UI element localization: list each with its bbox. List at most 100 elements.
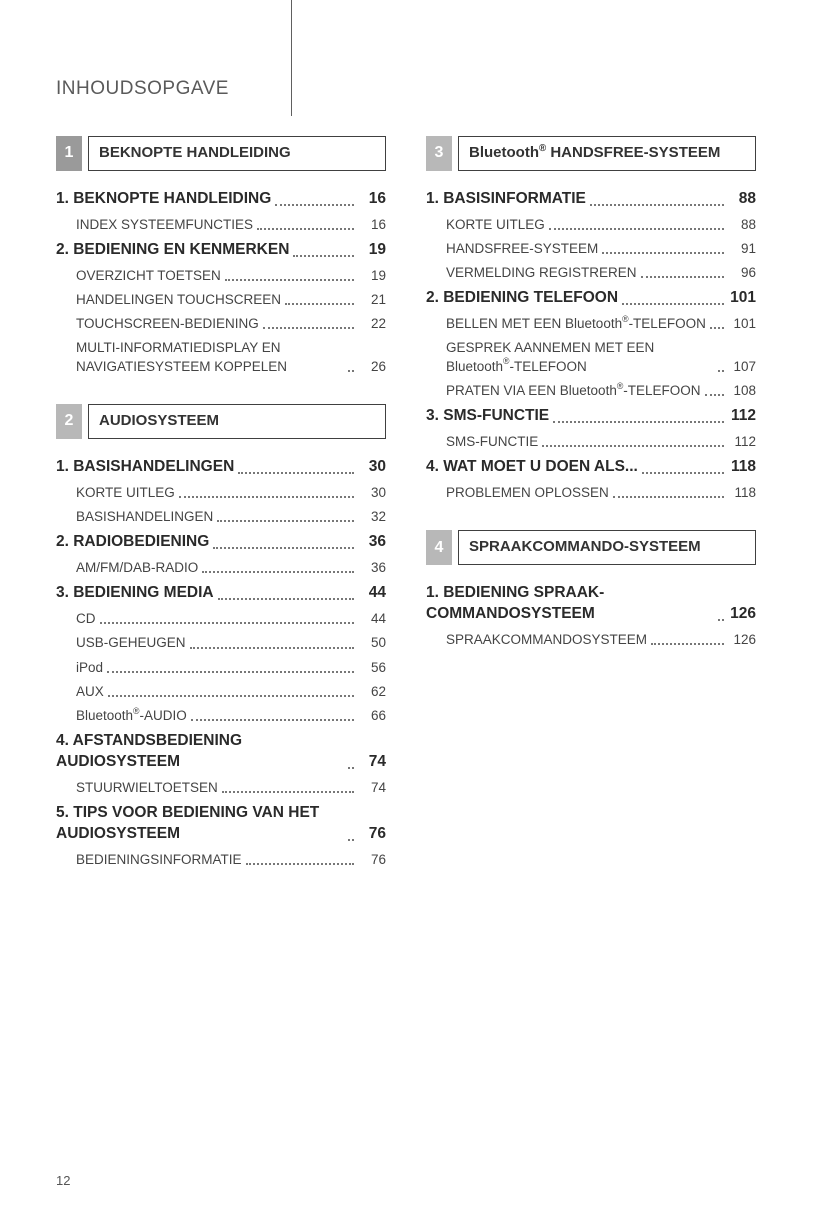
toc-entry: 4. WAT MOET U DOEN ALS... 118 (426, 457, 756, 478)
toc-page: 96 (728, 264, 756, 282)
toc-entry: 5. TIPS VOOR BEDIENING VAN HET AUDIOSYST… (56, 803, 386, 845)
toc-page: 118 (728, 457, 756, 478)
toc-label: 5. TIPS VOOR BEDIENING VAN HET AUDIOSYST… (56, 803, 344, 845)
section-3-entries: 1. BASISINFORMATIE 88KORTE UITLEG88 HANDSF… (426, 189, 756, 503)
toc-entry: SPRAAKCOMMANDOSYSTEEM126 (426, 631, 756, 649)
toc-label: TOUCHSCREEN-BEDIENING (56, 315, 259, 333)
toc-page: 21 (358, 291, 386, 309)
right-column: 3 Bluetooth® HANDSFREE-SYSTEEM 1. BASISI… (426, 136, 756, 875)
toc-label: 2. RADIOBEDIENING (56, 532, 209, 553)
leader-dots (622, 302, 724, 305)
leader-dots (222, 790, 354, 793)
toc-page: 74 (358, 779, 386, 797)
leader-dots (641, 275, 724, 278)
section-title: BEKNOPTE HANDLEIDING (88, 136, 386, 171)
toc-page: 101 (728, 315, 756, 333)
toc-label: SMS-FUNCTIE (426, 433, 538, 451)
toc-page: 44 (358, 610, 386, 628)
leader-dots (190, 646, 354, 649)
toc-page: 76 (358, 824, 386, 845)
toc-page: 26 (358, 358, 386, 376)
toc-page: 126 (728, 604, 756, 625)
leader-dots (542, 444, 724, 447)
toc-page: 19 (358, 267, 386, 285)
toc-label: Bluetooth®-AUDIO (56, 707, 187, 725)
toc-label: CD (56, 610, 96, 628)
leader-dots (705, 393, 724, 396)
section-1-entries: 1. BEKNOPTE HANDLEIDING16 INDEX SYSTEEMFU… (56, 189, 386, 376)
toc-entry: STUURWIELTOETSEN 74 (56, 779, 386, 797)
toc-label: MULTI-INFORMATIEDISPLAY EN NAVIGATIESYST… (56, 339, 344, 375)
leader-dots (257, 227, 354, 230)
section-4-header: 4 SPRAAKCOMMANDO-SYSTEEM (426, 530, 756, 565)
leader-dots (718, 369, 724, 372)
leader-dots (710, 326, 724, 329)
page-title: INHOUDSOPGAVE (56, 78, 229, 100)
toc-entry: 3. SMS-FUNCTIE112 (426, 406, 756, 427)
toc-page: 56 (358, 659, 386, 677)
leader-dots (217, 519, 354, 522)
toc-entry: HANDSFREE-SYSTEEM91 (426, 240, 756, 258)
toc-entry: KORTE UITLEG88 (426, 216, 756, 234)
leader-dots (107, 670, 354, 673)
toc-label: 4. WAT MOET U DOEN ALS... (426, 457, 638, 478)
toc-label: INDEX SYSTEEMFUNCTIES (56, 216, 253, 234)
toc-entry: BELLEN MET EEN Bluetooth®-TELEFOON101 (426, 315, 756, 333)
toc-page: 30 (358, 457, 386, 478)
leader-dots (285, 302, 354, 305)
leader-dots (238, 471, 354, 474)
leader-dots (590, 203, 724, 206)
toc-page: 32 (358, 508, 386, 526)
toc-label: HANDELINGEN TOUCHSCREEN (56, 291, 281, 309)
section-title: SPRAAKCOMMANDO-SYSTEEM (458, 530, 756, 565)
leader-dots (275, 203, 354, 206)
toc-entry: VERMELDING REGISTREREN96 (426, 264, 756, 282)
toc-page: 101 (728, 288, 756, 309)
toc-label: 2. BEDIENING EN KENMERKEN (56, 240, 289, 261)
toc-entry: 1. BEDIENING SPRAAK-COMMANDOSYSTEEM126 (426, 583, 756, 625)
toc-page: 36 (358, 559, 386, 577)
leader-dots (553, 420, 724, 423)
toc-entry: USB-GEHEUGEN50 (56, 634, 386, 652)
toc-page: 66 (358, 707, 386, 725)
toc-entry: 1. BEKNOPTE HANDLEIDING16 (56, 189, 386, 210)
leader-dots (213, 546, 354, 549)
toc-entry: MULTI-INFORMATIEDISPLAY EN NAVIGATIESYST… (56, 339, 386, 375)
toc-page: 91 (728, 240, 756, 258)
toc-label: STUURWIELTOETSEN (56, 779, 218, 797)
section-3-header: 3 Bluetooth® HANDSFREE-SYSTEEM (426, 136, 756, 171)
toc-page: 16 (358, 189, 386, 210)
leader-dots (348, 766, 354, 769)
toc-entry: 2. BEDIENING TELEFOON 101 (426, 288, 756, 309)
toc-page: 88 (728, 216, 756, 234)
leader-dots (218, 597, 354, 600)
toc-label: 1. BASISHANDELINGEN (56, 457, 234, 478)
toc-entry: CD 44 (56, 610, 386, 628)
toc-label: PROBLEMEN OPLOSSEN (426, 484, 609, 502)
leader-dots (100, 621, 355, 624)
toc-label: OVERZICHT TOETSEN (56, 267, 221, 285)
leader-dots (293, 254, 354, 257)
toc-entry: OVERZICHT TOETSEN 19 (56, 267, 386, 285)
leader-dots (348, 838, 354, 841)
toc-page: 30 (358, 484, 386, 502)
section-number: 3 (426, 136, 452, 171)
toc-label: 2. BEDIENING TELEFOON (426, 288, 618, 309)
toc-entry: HANDELINGEN TOUCHSCREEN 21 (56, 291, 386, 309)
toc-label: BEDIENINGSINFORMATIE (56, 851, 242, 869)
toc-label: 1. BASISINFORMATIE (426, 189, 586, 210)
toc-label: KORTE UITLEG (56, 484, 175, 502)
toc-page: 22 (358, 315, 386, 333)
leader-dots (642, 471, 724, 474)
section-number: 1 (56, 136, 82, 171)
toc-page: 118 (728, 484, 756, 502)
toc-entry: 2. BEDIENING EN KENMERKEN 19 (56, 240, 386, 261)
section-2-entries: 1. BASISHANDELINGEN30KORTE UITLEG30BASIS… (56, 457, 386, 870)
toc-entry: AM/FM/DAB-RADIO36 (56, 559, 386, 577)
toc-page: 50 (358, 634, 386, 652)
toc-page: 19 (358, 240, 386, 261)
leader-dots (651, 642, 724, 645)
toc-page: 112 (728, 433, 756, 451)
toc-entry: 3. BEDIENING MEDIA44 (56, 583, 386, 604)
toc-label: 3. SMS-FUNCTIE (426, 406, 549, 427)
